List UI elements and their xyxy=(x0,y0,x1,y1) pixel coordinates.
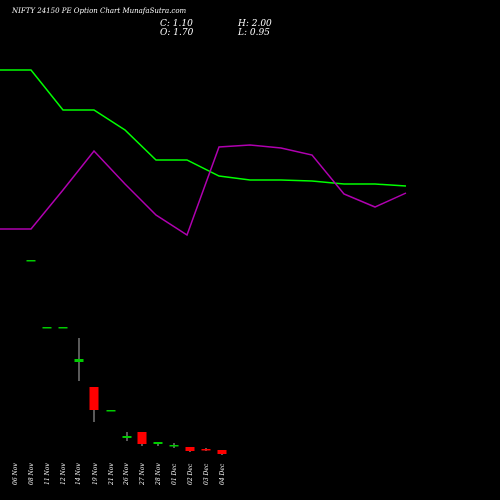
chart-title: NIFTY 24150 PE Option Chart MunafaSutra.… xyxy=(12,7,187,15)
candle-body xyxy=(42,327,52,329)
magenta-line xyxy=(0,144,407,237)
x-tick-label: 06 Nov xyxy=(12,463,19,485)
x-tick-label: 01 Dec xyxy=(171,463,178,485)
x-axis-labels: 06 Nov 08 Nov 11 Nov 12 Nov 14 Nov 19 Nov 21 N… xyxy=(12,463,226,486)
x-tick-label: 21 Nov xyxy=(108,463,115,486)
x-tick-label: 04 Dec xyxy=(219,463,226,485)
candle-body xyxy=(185,447,195,451)
x-tick-label: 08 Nov xyxy=(28,463,35,485)
candle-body xyxy=(74,359,84,362)
candlesticks xyxy=(26,260,227,455)
candle-body xyxy=(217,450,227,454)
candle-body xyxy=(106,410,116,412)
open-value: O: 1.70 xyxy=(160,28,194,38)
candle-body xyxy=(137,432,147,444)
x-tick-label: 27 Nov xyxy=(139,463,146,486)
x-tick-label: 14 Nov xyxy=(75,463,82,485)
x-tick-label: 02 Dec xyxy=(187,463,194,485)
x-tick-label: 11 Nov xyxy=(44,463,51,485)
high-value: H: 2.00 xyxy=(238,19,272,29)
candle-body xyxy=(26,260,36,262)
x-tick-label: 12 Nov xyxy=(60,463,67,485)
candle-body xyxy=(201,449,211,451)
candle-body xyxy=(89,387,99,410)
x-tick-label: 03 Dec xyxy=(203,463,210,485)
candle-body xyxy=(153,442,163,444)
indicator-lines xyxy=(0,69,407,237)
candle-body xyxy=(169,445,179,447)
x-tick-label: 28 Nov xyxy=(155,463,162,486)
close-value: C: 1.10 xyxy=(160,19,193,29)
candle-body xyxy=(122,436,132,438)
x-tick-label: 19 Nov xyxy=(92,463,99,485)
low-value: L: 0.95 xyxy=(238,28,270,38)
x-tick-label: 26 Nov xyxy=(123,463,130,486)
green-line xyxy=(0,69,407,187)
candle-body xyxy=(58,327,68,329)
